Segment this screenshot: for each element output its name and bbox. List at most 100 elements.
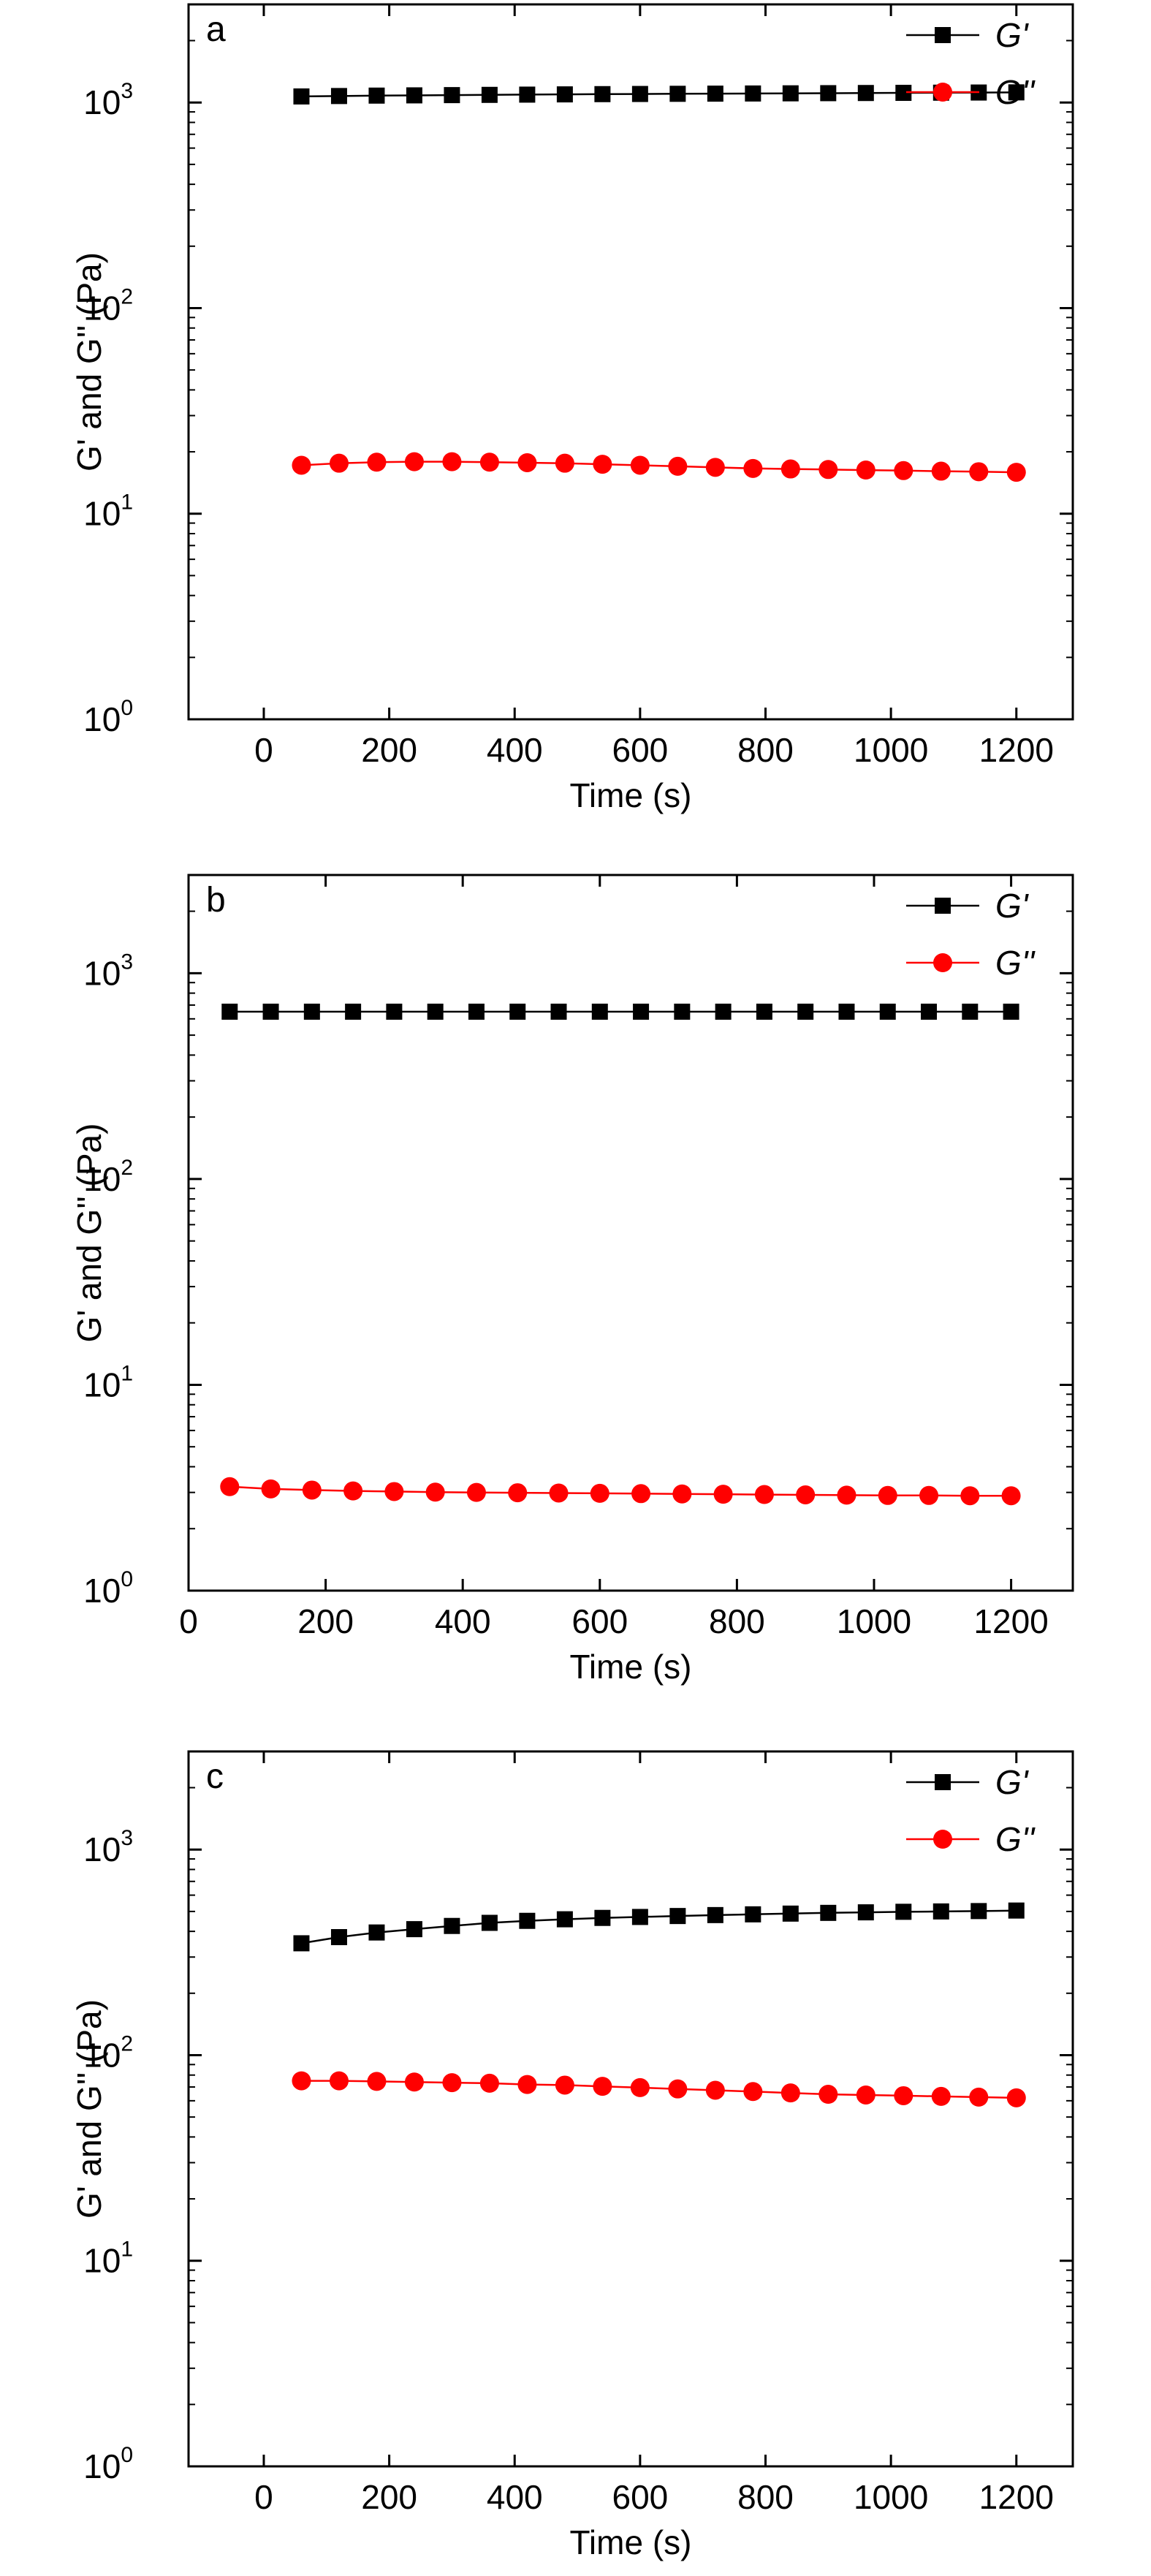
data-point <box>261 1479 281 1499</box>
x-tick-label: 200 <box>361 731 417 769</box>
data-point <box>633 1004 650 1020</box>
data-point <box>368 87 385 104</box>
data-point <box>555 2075 574 2095</box>
y-tick-base: 10 <box>83 954 121 992</box>
data-point <box>590 1483 609 1503</box>
y-tick-exponent: 0 <box>121 696 133 720</box>
data-point <box>713 1485 733 1504</box>
y-tick-label: 101 <box>83 1361 133 1403</box>
legend-entry: G' <box>906 1763 1030 1801</box>
data-point <box>329 453 349 473</box>
data-point <box>895 85 912 102</box>
data-point <box>220 1477 240 1496</box>
data-point <box>303 1004 320 1020</box>
data-point <box>549 1483 569 1503</box>
data-point <box>444 87 460 104</box>
data-point <box>329 2071 349 2091</box>
data-point <box>782 85 799 102</box>
y-tick-label: 101 <box>83 490 133 533</box>
data-point <box>921 1004 938 1020</box>
y-tick-exponent: 3 <box>121 950 133 974</box>
data-point <box>406 87 422 104</box>
data-point <box>668 456 688 476</box>
data-point <box>745 1906 761 1922</box>
data-point <box>715 1004 732 1020</box>
data-point <box>508 1483 528 1503</box>
data-point <box>221 1004 238 1020</box>
y-tick-label: 100 <box>83 696 133 738</box>
data-point <box>1001 1486 1021 1506</box>
data-point <box>479 452 499 472</box>
data-point <box>672 1484 692 1504</box>
data-point <box>780 2083 800 2103</box>
data-point <box>668 2079 688 2099</box>
data-point <box>425 1482 445 1502</box>
y-tick-base: 10 <box>83 83 121 121</box>
data-point <box>330 1929 347 1946</box>
data-point <box>479 2073 499 2093</box>
data-point <box>1006 463 1026 482</box>
data-point <box>631 1909 648 1925</box>
data-point <box>368 1924 385 1941</box>
data-point <box>931 461 951 481</box>
y-tick-label: 100 <box>83 1567 133 1610</box>
data-point <box>293 1935 310 1952</box>
data-point <box>1003 1004 1019 1020</box>
x-tick-label: 600 <box>612 731 668 769</box>
data-point <box>707 1906 723 1923</box>
legend-marker <box>933 1830 952 1849</box>
data-point <box>386 1004 403 1020</box>
data-point <box>262 1004 279 1020</box>
x-axis-title: Time (s) <box>570 776 692 814</box>
data-point <box>427 1004 444 1020</box>
y-tick-label: 102 <box>83 1156 133 1198</box>
y-axis-title: G' and G'' (Pa) <box>70 252 108 471</box>
data-point <box>593 455 612 474</box>
data-point <box>406 1921 422 1938</box>
legend-marker <box>935 1774 951 1790</box>
data-point <box>404 452 424 471</box>
data-point <box>468 1004 485 1020</box>
data-point <box>594 86 611 102</box>
data-point <box>782 1905 799 1922</box>
data-point <box>367 2072 387 2091</box>
data-point <box>707 86 723 102</box>
data-point <box>894 461 913 480</box>
data-point <box>820 1904 837 1921</box>
x-tick-label: 600 <box>612 2478 668 2516</box>
y-tick-exponent: 1 <box>121 2238 133 2262</box>
panel-label: c <box>206 1757 224 1796</box>
data-point <box>705 2080 725 2100</box>
x-tick-label: 1200 <box>979 2478 1054 2516</box>
series-g-double-prime <box>292 2071 1026 2107</box>
y-tick-label: 101 <box>83 2238 133 2280</box>
x-tick-label: 400 <box>487 731 543 769</box>
y-tick-exponent: 0 <box>121 2443 133 2467</box>
x-tick-label: 1000 <box>837 1602 911 1640</box>
x-tick-label: 600 <box>571 1602 628 1640</box>
data-point <box>796 1485 816 1504</box>
x-tick-label: 0 <box>254 2478 273 2516</box>
data-point <box>1008 84 1025 101</box>
series-g-prime <box>293 1902 1025 1952</box>
legend-marker <box>935 27 951 43</box>
data-point <box>293 88 310 105</box>
panel-label: b <box>206 881 226 920</box>
data-point <box>517 2075 537 2094</box>
y-tick-exponent: 1 <box>121 1361 133 1385</box>
legend-entry: G'' <box>906 73 1036 111</box>
y-tick-label: 100 <box>83 2443 133 2485</box>
data-point <box>838 1004 855 1020</box>
data-point <box>837 1485 856 1505</box>
x-tick-label: 0 <box>254 731 273 769</box>
y-tick-exponent: 2 <box>121 284 133 308</box>
data-point <box>481 86 498 103</box>
series-g-double-prime <box>220 1477 1021 1506</box>
data-point <box>302 1480 322 1500</box>
data-point <box>919 1485 939 1505</box>
data-point <box>442 452 462 471</box>
legend-label: G'' <box>995 73 1036 111</box>
x-tick-label: 1000 <box>854 2478 928 2516</box>
